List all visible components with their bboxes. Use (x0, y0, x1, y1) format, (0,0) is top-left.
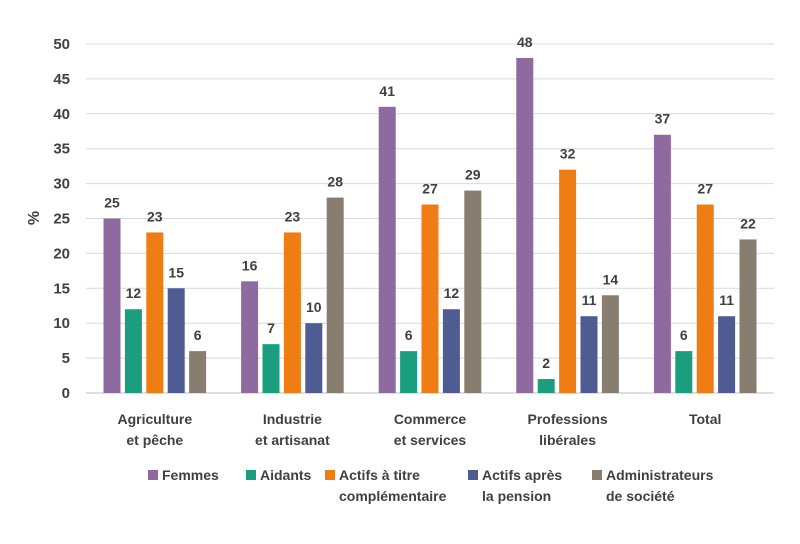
data-label: 10 (306, 299, 322, 315)
legend-label: complémentaire (339, 488, 447, 504)
bar (167, 288, 185, 393)
bar (580, 316, 598, 393)
x-category-label: et services (394, 432, 467, 448)
bar (146, 232, 164, 393)
bar (378, 106, 396, 393)
data-label: 11 (719, 292, 734, 308)
y-tick-label: 10 (53, 315, 70, 332)
data-label: 7 (267, 320, 275, 336)
bar (559, 169, 577, 393)
data-label: 6 (680, 327, 688, 343)
y-tick-label: 35 (53, 141, 70, 158)
bar (103, 218, 121, 393)
data-label: 23 (285, 208, 301, 224)
data-label: 28 (327, 174, 343, 190)
legend-label: Actifs après (482, 467, 562, 483)
data-label: 29 (465, 167, 481, 183)
bar (718, 316, 736, 393)
bar (537, 379, 555, 393)
x-category-label: et artisanat (255, 432, 330, 448)
data-label: 6 (405, 327, 413, 343)
bar (241, 281, 259, 393)
data-label: 12 (126, 285, 142, 301)
data-label: 15 (168, 264, 184, 280)
y-tick-label: 40 (53, 106, 70, 123)
bar (326, 197, 344, 393)
data-label: 27 (422, 181, 438, 197)
data-label: 41 (379, 83, 395, 99)
bar (516, 57, 534, 394)
y-tick-label: 15 (53, 280, 70, 297)
x-category-label: Agriculture (117, 411, 192, 427)
data-label: 12 (444, 285, 460, 301)
data-label: 11 (582, 292, 597, 308)
legend-label: la pension (482, 488, 551, 504)
data-label: 14 (603, 271, 619, 287)
x-category-label: Total (689, 411, 721, 427)
data-label: 16 (242, 257, 258, 273)
legend: Femmes Aidants Actifs à titre complémentair… (148, 467, 714, 504)
legend-swatch (468, 470, 478, 480)
x-category-label: libérales (539, 432, 596, 448)
legend-swatch (592, 470, 602, 480)
bar (442, 309, 460, 393)
bar (739, 239, 757, 393)
y-axis-ticks: 0 5 10 15 20 25 30 35 40 45 50 (53, 36, 70, 402)
bar (601, 295, 619, 393)
bar (675, 351, 693, 393)
data-label: 37 (655, 111, 671, 127)
bar (696, 204, 714, 393)
bar (124, 309, 142, 393)
bar (400, 351, 418, 393)
legend-label: de société (606, 488, 675, 504)
x-axis-categories: Agriculture et pêche Industrie et artisanat… (117, 411, 721, 448)
bars (103, 57, 757, 394)
data-label: 23 (147, 208, 163, 224)
y-tick-label: 50 (53, 36, 70, 53)
legend-label: Administrateurs (606, 467, 714, 483)
x-category-label: Professions (528, 411, 608, 427)
legend-label: Aidants (260, 467, 312, 483)
legend-label: Actifs à titre (339, 467, 420, 483)
y-axis-label: % (26, 211, 43, 225)
data-labels: 25 12 23 15 6 16 7 23 10 28 41 6 27 12 29 48 2 32 11 14 37 6 2… (104, 34, 756, 371)
data-label: 27 (697, 181, 713, 197)
data-label: 6 (194, 327, 202, 343)
x-category-label: et pêche (126, 432, 183, 448)
legend-swatch (148, 470, 158, 480)
data-label: 22 (740, 215, 756, 231)
data-label: 32 (560, 146, 576, 162)
bar (305, 323, 323, 393)
bar (262, 344, 280, 393)
bar (464, 190, 482, 393)
legend-swatch (325, 470, 335, 480)
legend-label: Femmes (162, 467, 219, 483)
y-tick-label: 0 (62, 385, 70, 402)
data-label: 2 (542, 355, 550, 371)
y-tick-label: 25 (53, 211, 70, 228)
bar (653, 134, 671, 394)
y-tick-label: 5 (62, 350, 70, 367)
data-label: 25 (104, 195, 120, 211)
bar (421, 204, 439, 393)
y-tick-label: 20 (53, 245, 70, 262)
y-tick-label: 45 (53, 71, 70, 88)
x-category-label: Commerce (394, 411, 467, 427)
bar (189, 351, 207, 393)
y-tick-label: 30 (53, 176, 70, 193)
bar (283, 232, 301, 393)
x-category-label: Industrie (263, 411, 322, 427)
legend-swatch (246, 470, 256, 480)
data-label: 48 (517, 34, 533, 50)
